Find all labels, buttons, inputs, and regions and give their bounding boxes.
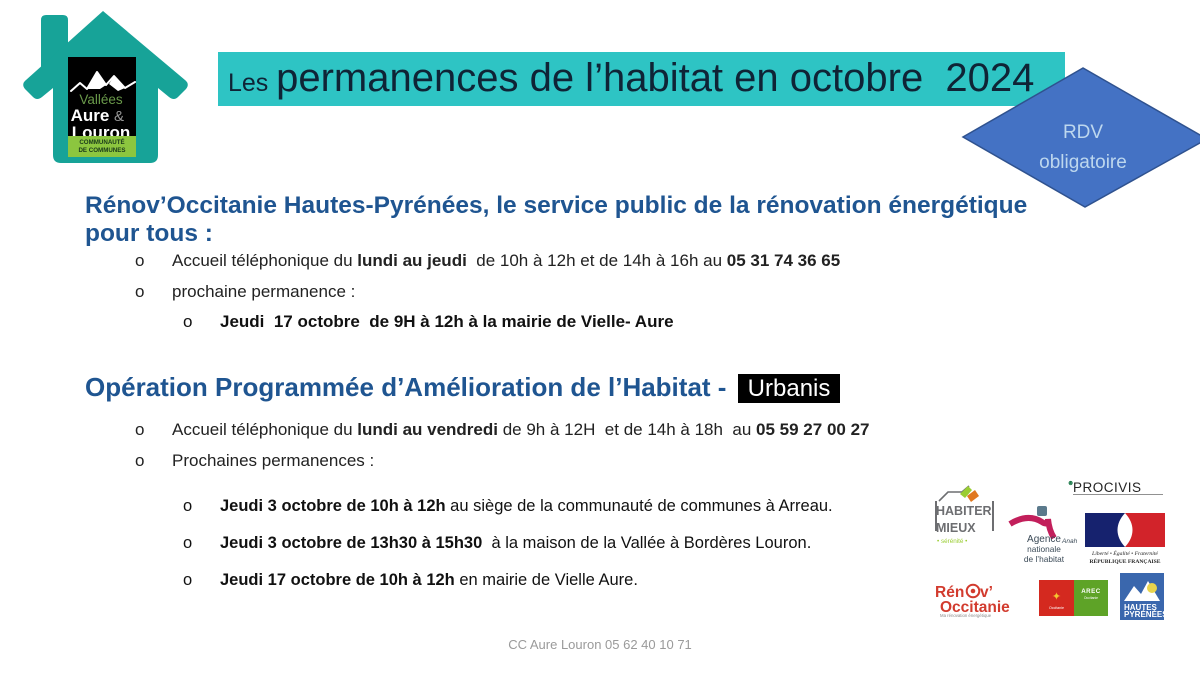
svg-text:RÉPUBLIQUE FRANÇAISE: RÉPUBLIQUE FRANÇAISE <box>1089 557 1160 565</box>
svg-text:DE COMMUNES: DE COMMUNES <box>78 147 125 154</box>
svg-text:de l’habitat: de l’habitat <box>1024 554 1065 564</box>
svg-text:nationale: nationale <box>1027 544 1061 554</box>
svg-text:obligatoire: obligatoire <box>1039 152 1127 173</box>
svg-text:Vallées: Vallées <box>79 92 123 107</box>
svg-text:MIEUX: MIEUX <box>936 521 976 535</box>
svg-text:Occitanie: Occitanie <box>1084 596 1098 600</box>
svg-text:RDV: RDV <box>1063 122 1103 143</box>
svg-text:COMMUNAUTÉ: COMMUNAUTÉ <box>79 138 124 146</box>
svg-text:PYRÉNÉES: PYRÉNÉES <box>1124 610 1164 619</box>
svg-text:Ma rénovation énergétique: Ma rénovation énergétique <box>940 613 992 618</box>
svg-text:Occitanie: Occitanie <box>1049 606 1064 610</box>
svg-text:PROCIVIS: PROCIVIS <box>1073 480 1142 495</box>
svg-text:• sérénité •: • sérénité • <box>937 538 967 545</box>
svg-text:AREC: AREC <box>1081 588 1101 595</box>
svg-text:Liberté • Égalité • Fraternité: Liberté • Égalité • Fraternité <box>1091 549 1158 557</box>
svg-text:✦: ✦ <box>1052 591 1061 603</box>
svg-text:Anah: Anah <box>1061 538 1078 545</box>
svg-text:HABITER: HABITER <box>936 504 992 518</box>
